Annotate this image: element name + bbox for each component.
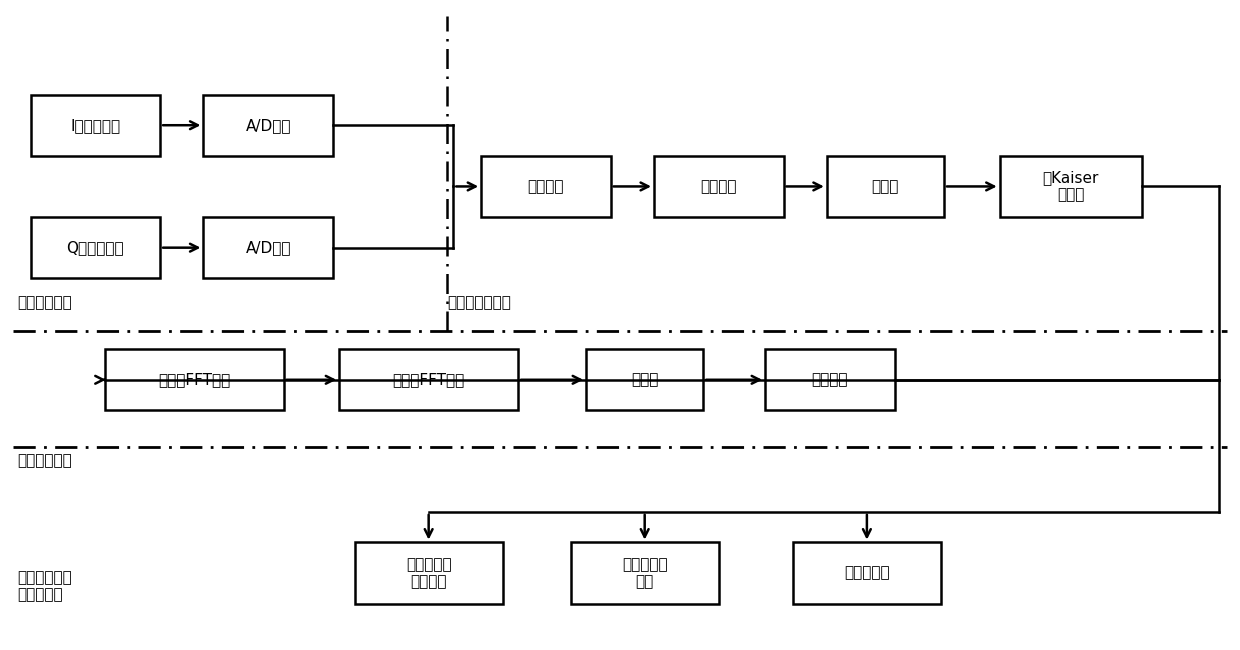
Bar bbox=[340, 349, 518, 410]
Text: 衰减订正及参
数估计模块: 衰减订正及参 数估计模块 bbox=[17, 570, 72, 602]
Bar bbox=[827, 156, 944, 217]
Text: 双Kaiser
窗处理: 双Kaiser 窗处理 bbox=[1043, 170, 1099, 203]
Bar bbox=[570, 543, 719, 604]
Text: 多普勒谱宽: 多普勒谱宽 bbox=[844, 566, 890, 580]
Text: A/D变换: A/D变换 bbox=[246, 240, 291, 255]
Bar bbox=[587, 349, 703, 410]
Bar bbox=[765, 349, 895, 410]
Bar bbox=[203, 95, 334, 156]
Bar bbox=[104, 349, 284, 410]
Text: 平均多普勒
频率: 平均多普勒 频率 bbox=[622, 557, 667, 590]
Text: 数据处理模块: 数据处理模块 bbox=[17, 453, 72, 468]
Bar bbox=[203, 217, 334, 278]
Text: 谱平均: 谱平均 bbox=[631, 372, 658, 387]
Text: 数据采集模块: 数据采集模块 bbox=[17, 295, 72, 310]
Text: I路模拟信号: I路模拟信号 bbox=[71, 118, 120, 133]
Text: A/D变换: A/D变换 bbox=[246, 118, 291, 133]
Bar bbox=[31, 95, 160, 156]
Text: 雷达反射率
因子估计: 雷达反射率 因子估计 bbox=[405, 557, 451, 590]
Bar bbox=[792, 543, 941, 604]
Text: 去直流: 去直流 bbox=[872, 179, 899, 194]
Bar bbox=[355, 543, 502, 604]
Bar bbox=[31, 217, 160, 278]
Text: 距离向FFT处理: 距离向FFT处理 bbox=[157, 372, 231, 387]
Bar bbox=[999, 156, 1142, 217]
Text: Q路模拟信号: Q路模拟信号 bbox=[67, 240, 124, 255]
Text: 脉冲压缩: 脉冲压缩 bbox=[701, 179, 737, 194]
Bar bbox=[481, 156, 611, 217]
Text: 时域积累: 时域积累 bbox=[528, 179, 564, 194]
Text: 数据预处理模块: 数据预处理模块 bbox=[448, 295, 511, 310]
Text: 方位向FFT处理: 方位向FFT处理 bbox=[393, 372, 465, 387]
Bar bbox=[653, 156, 784, 217]
Text: 衰减订正: 衰减订正 bbox=[812, 372, 848, 387]
